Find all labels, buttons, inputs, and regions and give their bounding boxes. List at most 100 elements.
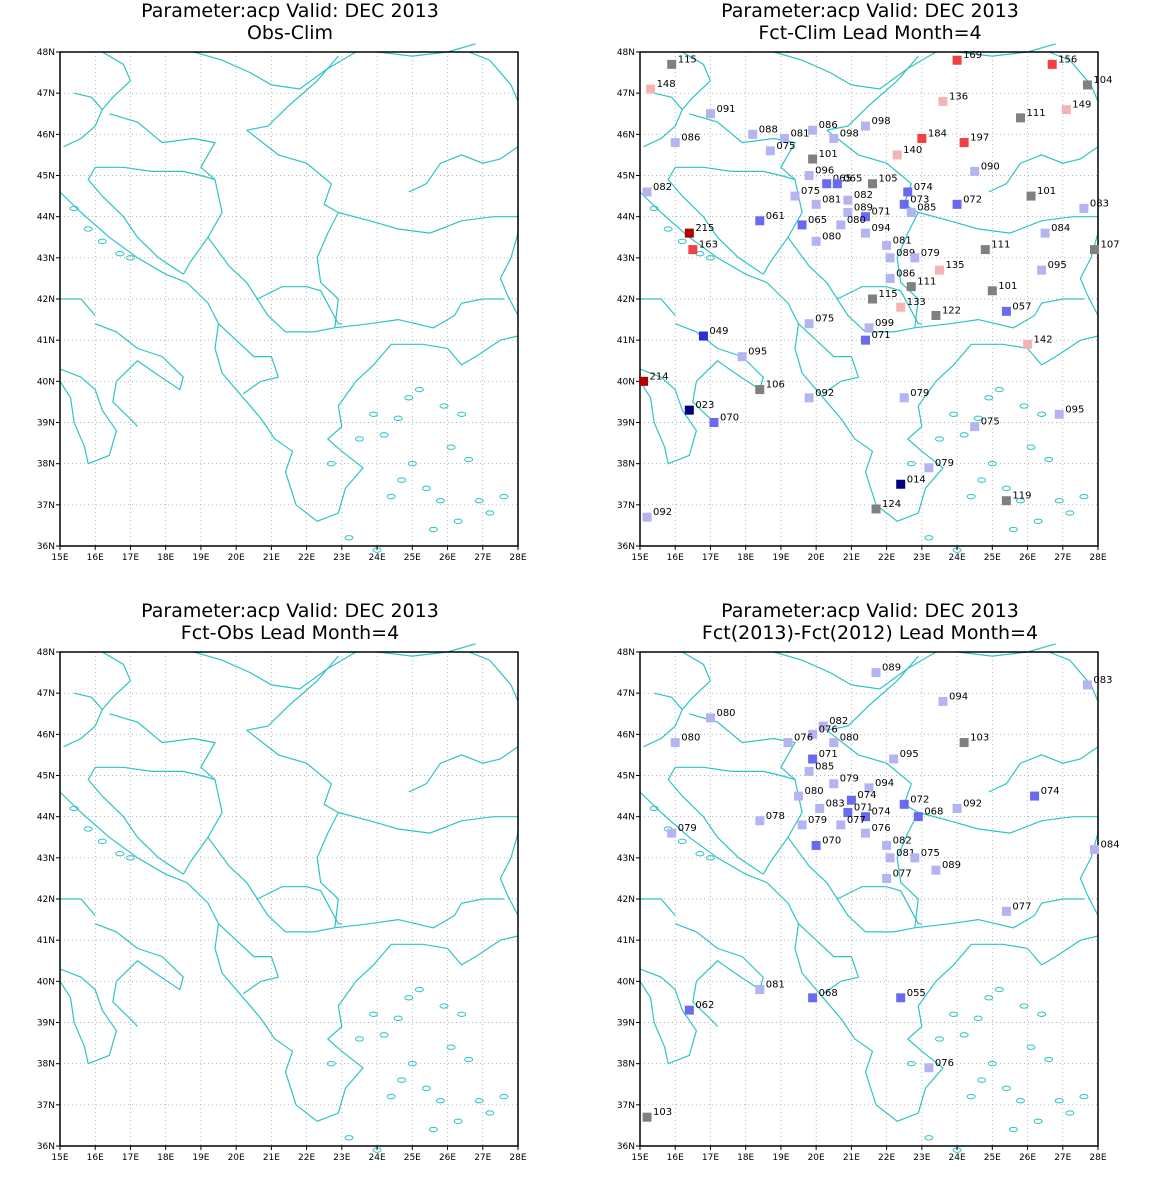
station-label: 197 [970, 133, 989, 144]
panel-title: Parameter:acp Valid: DEC 2013 [721, 600, 1019, 622]
station-label: 140 [903, 145, 922, 156]
station-label: 080 [805, 786, 824, 797]
lon-tick-label: 21E [263, 553, 280, 563]
lon-tick-label: 28E [1089, 1153, 1106, 1163]
station-label: 074 [914, 182, 933, 193]
lon-tick-label: 21E [263, 1153, 280, 1163]
lat-tick-label: 37N [617, 501, 635, 511]
coastline [59, 968, 118, 1065]
coastline [896, 812, 919, 928]
coastline [957, 643, 1056, 657]
station-label: 076 [819, 724, 838, 735]
island [464, 1056, 474, 1063]
station-label: 085 [815, 761, 834, 772]
island [994, 986, 1004, 993]
lon-tick-label: 20E [808, 553, 825, 563]
lat-tick-label: 48N [37, 648, 55, 658]
coastline [95, 766, 216, 781]
lon-tick-label: 19E [192, 553, 209, 563]
station-label: 215 [695, 223, 714, 234]
station-marker [779, 133, 789, 143]
station-label: 075 [815, 314, 834, 325]
coastline [59, 791, 519, 1122]
lon-tick-label: 27E [1054, 553, 1071, 563]
lon-tick-label: 21E [843, 1153, 860, 1163]
coastline [667, 767, 764, 875]
station-marker [804, 171, 814, 180]
station-label: 090 [981, 161, 1000, 172]
station-marker [797, 220, 807, 230]
island [393, 415, 403, 422]
station-marker [836, 820, 846, 830]
station-marker [1040, 228, 1050, 238]
coastline [681, 51, 712, 110]
station-marker [797, 820, 807, 830]
lat-tick-label: 45N [37, 772, 55, 782]
map-panel-fct-clim: Parameter:acp Valid: DEC 2013 Fct-Clim L… [580, 0, 1160, 580]
panel-title: Parameter:acp Valid: DEC 2013 [141, 600, 439, 622]
lat-tick-label: 36N [617, 1142, 635, 1152]
station-label: 085 [917, 203, 936, 214]
island [677, 238, 687, 245]
station-marker [931, 865, 941, 875]
station-label: 074 [871, 807, 890, 818]
lat-tick-label: 48N [617, 648, 635, 658]
lat-tick-label: 43N [37, 254, 55, 264]
island [435, 498, 445, 504]
lat-tick-label: 39N [37, 419, 55, 429]
station-marker [670, 738, 680, 748]
coastline [59, 191, 519, 522]
island [1019, 403, 1029, 409]
station-label: 074 [857, 790, 876, 801]
station-label: 095 [1048, 260, 1067, 271]
island [949, 1011, 959, 1017]
island [1033, 1118, 1043, 1124]
station-marker [642, 512, 652, 522]
lon-tick-label: 20E [808, 1153, 825, 1163]
lat-tick-label: 46N [617, 130, 635, 140]
island [386, 1093, 396, 1100]
station-marker [705, 109, 715, 119]
map-plot: 15E 16E 17E 18E 19E 20E 21E 22E 23E 24E 25E 26E 27E 2… [617, 643, 1120, 1163]
lat-tick-label: 47N [37, 89, 55, 99]
island [414, 986, 424, 993]
station-label: 106 [766, 380, 785, 391]
coastline [787, 236, 915, 333]
station-marker [970, 166, 980, 176]
station-marker [1023, 339, 1033, 349]
station-label: 101 [819, 149, 838, 160]
coastline [689, 713, 803, 875]
island [924, 1135, 934, 1141]
station-label: 089 [854, 203, 873, 214]
map-panel-obs-clim: Parameter:acp Valid: DEC 2013 Obs-Clim 1… [0, 0, 580, 580]
station-marker [755, 216, 765, 226]
station-marker [843, 195, 853, 205]
station-label: 089 [882, 663, 901, 674]
station-label: 111 [917, 277, 936, 288]
station-label: 075 [801, 186, 820, 197]
island [453, 518, 463, 524]
island [115, 251, 125, 257]
station-marker [980, 245, 990, 255]
station-label: 084 [1100, 840, 1119, 851]
panel-subtitle: Fct(2013)-Fct(2012) Lead Month=4 [701, 622, 1039, 644]
station-marker [698, 331, 708, 341]
lon-tick-label: 26E [1019, 1153, 1036, 1163]
station-label: 079 [840, 774, 859, 785]
station-label: 081 [896, 848, 915, 859]
station-marker [896, 479, 906, 489]
lon-tick-label: 16E [87, 1153, 104, 1163]
station-marker [808, 754, 818, 764]
island [446, 444, 456, 450]
station-marker [765, 146, 775, 156]
island [1019, 1003, 1029, 1009]
coastline [193, 651, 357, 690]
island [695, 851, 705, 857]
station-marker [987, 286, 997, 296]
lat-tick-label: 45N [37, 172, 55, 182]
island [428, 526, 438, 533]
lon-tick-label: 25E [404, 1153, 421, 1163]
station-marker [906, 282, 916, 292]
station-marker [1001, 496, 1011, 506]
lat-tick-label: 48N [37, 48, 55, 58]
